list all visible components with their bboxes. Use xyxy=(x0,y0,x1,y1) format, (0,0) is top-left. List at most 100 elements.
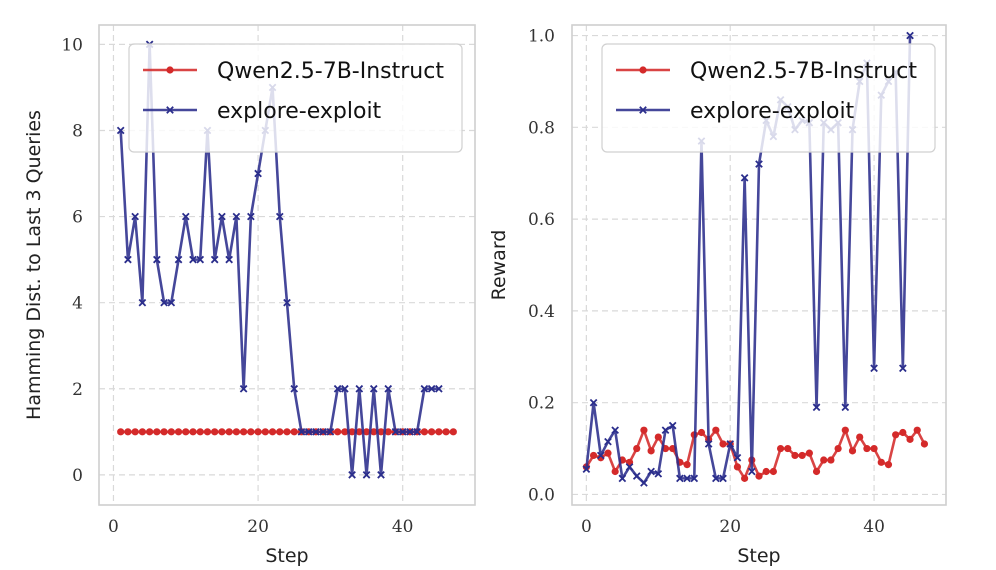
data-point xyxy=(848,447,857,455)
data-point xyxy=(899,364,907,373)
data-point xyxy=(167,428,175,436)
x-tick-label: 20 xyxy=(719,517,741,537)
axes-frame xyxy=(98,24,476,506)
data-point xyxy=(362,428,371,436)
data-point xyxy=(355,428,363,436)
data-point xyxy=(341,384,349,393)
data-point xyxy=(604,449,612,457)
y-tick-label: 0.4 xyxy=(528,302,555,322)
series-explore-exploit xyxy=(116,40,443,479)
data-point xyxy=(640,426,648,434)
data-point xyxy=(582,465,591,474)
data-point xyxy=(906,435,914,443)
data-point xyxy=(160,428,168,436)
data-point xyxy=(712,426,720,434)
data-point xyxy=(297,427,306,436)
y-tick-label: 0.8 xyxy=(528,118,555,138)
data-point xyxy=(625,463,634,471)
data-point xyxy=(704,440,713,448)
data-point xyxy=(261,428,269,436)
data-point xyxy=(290,384,299,393)
data-point xyxy=(290,428,298,436)
data-point xyxy=(117,428,125,436)
data-point xyxy=(870,444,878,453)
data-point xyxy=(196,428,204,436)
y-tick-label: 0 xyxy=(72,466,83,486)
data-point xyxy=(355,384,364,393)
data-point xyxy=(747,467,756,476)
data-point xyxy=(275,212,284,221)
data-point xyxy=(611,426,619,435)
data-point xyxy=(597,454,605,462)
data-point xyxy=(196,255,205,264)
y-tick-label: 4 xyxy=(72,294,83,314)
data-point xyxy=(870,364,878,373)
data-point xyxy=(726,440,735,448)
legend-marker xyxy=(166,66,174,74)
data-point xyxy=(124,428,132,436)
data-point xyxy=(776,444,785,453)
data-point xyxy=(899,428,907,437)
data-point xyxy=(181,212,190,221)
data-point xyxy=(798,451,806,460)
data-point xyxy=(812,467,821,476)
data-point xyxy=(719,440,727,448)
data-point xyxy=(683,461,691,469)
data-point xyxy=(377,428,385,436)
data-point xyxy=(124,255,132,264)
data-point xyxy=(661,426,670,435)
data-point xyxy=(427,384,436,393)
legend-box xyxy=(601,43,936,153)
legend-label: explore-exploit xyxy=(217,99,382,124)
data-point xyxy=(604,437,612,446)
data-point xyxy=(189,255,197,264)
data-point xyxy=(153,255,161,264)
data-point xyxy=(755,472,763,480)
data-point xyxy=(863,444,871,453)
data-point xyxy=(884,461,893,469)
x-tick-label: 40 xyxy=(863,517,885,537)
data-point xyxy=(683,474,691,483)
legend-label: Qwen2.5-7B-Instruct xyxy=(690,59,917,84)
data-point xyxy=(841,403,850,412)
data-point xyxy=(283,428,291,436)
data-point xyxy=(740,173,749,182)
data-point xyxy=(131,428,139,436)
data-point xyxy=(442,428,450,436)
data-point xyxy=(841,426,849,434)
legend: Qwen2.5-7B-Instruct explore-exploit xyxy=(128,43,463,153)
data-point xyxy=(225,428,233,436)
data-point xyxy=(719,474,727,483)
y-tick-label: 0.2 xyxy=(528,394,555,414)
data-point xyxy=(160,298,168,307)
legend: Qwen2.5-7B-Instruct explore-exploit xyxy=(601,43,936,153)
data-point xyxy=(203,428,212,436)
data-point xyxy=(733,453,742,462)
data-point xyxy=(906,31,914,40)
axes-frame xyxy=(571,24,947,506)
data-point xyxy=(398,427,407,436)
data-point xyxy=(116,126,125,135)
chart-hamming-distance: 0 20 40 0 2 4 6 8 10 Step Hamming Dist. to Last 3 … xyxy=(23,24,476,567)
y-axis-label: Hamming Dist. to Last 3 Queries xyxy=(23,110,45,420)
data-point xyxy=(254,428,262,436)
chart-reward: 0 20 40 0.0 0.2 0.4 0.6 0.8 1.0 Step Reward Qwen2.5… xyxy=(488,24,947,567)
data-point xyxy=(153,428,161,436)
data-point xyxy=(690,474,699,483)
legend-marker xyxy=(166,106,174,114)
data-point xyxy=(892,431,900,439)
data-point xyxy=(712,474,720,483)
data-point xyxy=(913,426,921,434)
data-point xyxy=(225,255,233,264)
data-point xyxy=(138,428,146,436)
x-tick-label: 0 xyxy=(108,517,119,537)
data-point xyxy=(247,428,255,436)
data-point xyxy=(334,428,342,436)
data-point xyxy=(589,451,598,460)
data-point xyxy=(618,474,627,483)
data-point xyxy=(632,472,641,480)
y-tick-label: 0.0 xyxy=(528,485,555,505)
y-tick-label: 6 xyxy=(72,208,83,228)
x-tick-label: 20 xyxy=(247,517,269,537)
